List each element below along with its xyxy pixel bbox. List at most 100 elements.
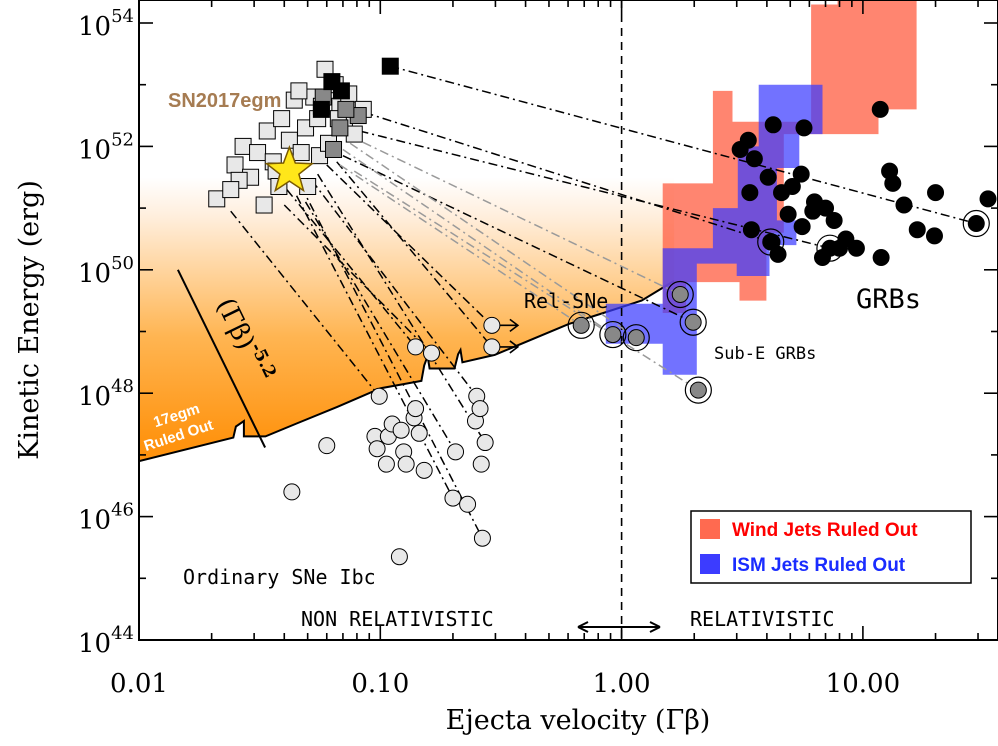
square-marker [255,196,273,214]
x-axis-title: Ejecta velocity (Γβ) [446,705,711,736]
circle-marker [473,529,491,547]
dashdot-line [317,173,486,443]
circle-marker [739,131,757,149]
rel-sne-label: Rel-SNe [524,289,608,313]
circle-marker [415,461,433,479]
dashdot-line-grey [345,133,681,296]
circle-marker [407,400,425,418]
circle-marker [779,205,797,223]
y-tick-label: 1048 [78,376,134,412]
circle-marker [927,184,945,202]
circle-marker [821,239,839,257]
circle-marker [872,248,890,266]
sub-e-grbs-label: Sub-E GRBs [714,344,816,364]
square-marker [312,100,330,118]
ring-marker [757,228,785,256]
dashdot-line-grey [349,142,637,339]
square-marker [337,100,355,118]
circle-marker [472,455,490,473]
circle-marker [792,165,810,183]
y-tick-labels: 1044 1046 1048 1050 1052 1054 [78,6,134,659]
circle-marker [283,483,301,501]
x-tick-label: 0.01 [110,669,168,699]
circle-marker [368,440,386,458]
y-tick-label: 1046 [78,500,134,536]
circle-marker [684,313,702,331]
circle-marker [762,233,780,251]
axis-ticks [138,0,998,641]
square-marker [325,140,343,158]
y-axis-title: Kinetic Energy (erg) [14,180,45,460]
legend-label-ism: ISM Jets Ruled Out [732,555,906,576]
ring-marker [816,234,844,262]
circle-marker [689,381,707,399]
circle-marker [979,190,997,208]
square-marker [331,119,349,137]
square-marker [249,144,267,162]
ruled-out-region [139,177,675,462]
right-arrow [499,318,520,332]
circle-marker [908,221,926,239]
ring-marker [679,308,707,336]
legend-swatch-wind [700,519,720,539]
dashdot-line [336,161,493,348]
circle-marker [884,174,902,192]
ring-marker [622,324,650,352]
y-tick-label: 1044 [78,623,134,659]
relativistic-label: RELATIVISTIC [690,607,835,631]
circle-marker [847,239,865,257]
dashdot-line [364,111,771,243]
x-tick-label: 1.00 [593,669,651,699]
ring-marker [599,320,627,349]
square-marker [234,137,252,155]
circle-marker [377,455,395,473]
square-marker [323,73,341,91]
dashdot-line [304,201,457,453]
ordinary-sne-label: Ordinary SNe Ibc [183,565,376,589]
right-arrow [499,340,520,354]
data-markers [208,57,997,566]
circle-marker [471,400,489,418]
circle-marker [444,489,462,507]
circle-marker [318,437,336,455]
square-marker [345,125,363,143]
circle-marker [604,326,622,344]
dashdot-line [311,179,478,397]
dashdot-line-grey [353,170,699,391]
plot-area [139,0,997,640]
circle-marker [390,548,408,566]
circle-marker [742,221,760,239]
circle-marker [895,196,913,214]
legend-swatch-ism [700,554,720,574]
ring-marker [962,209,990,238]
circle-marker [795,119,813,137]
circle-marker [407,338,425,356]
circle-marker [572,316,590,334]
slope-line [177,269,266,448]
x-tick-labels: 0.01 0.10 1.00 10.00 [110,669,900,699]
circle-marker [410,424,428,442]
ring-marker [666,280,694,309]
dashdot-line [342,154,694,323]
dashdot-line-grey [342,148,614,336]
dashdot-line [286,189,417,348]
square-marker [292,144,310,162]
circle-marker [967,215,985,233]
square-marker [290,82,308,100]
ism-jets-region [605,84,823,375]
square-marker [226,156,244,174]
dashdot-line [230,210,380,397]
square-marker [381,57,399,75]
y-tick-label: 1054 [78,6,134,42]
circle-marker [397,455,415,473]
square-marker [273,110,291,128]
dashdot-line [326,164,493,326]
legend-label-wind: Wind Jets Ruled Out [732,520,918,541]
circle-marker [804,202,822,220]
circle-marker [741,184,759,202]
circle-marker [483,338,501,356]
circle-marker [671,285,689,303]
square-marker [208,190,226,208]
circle-marker [392,421,410,439]
